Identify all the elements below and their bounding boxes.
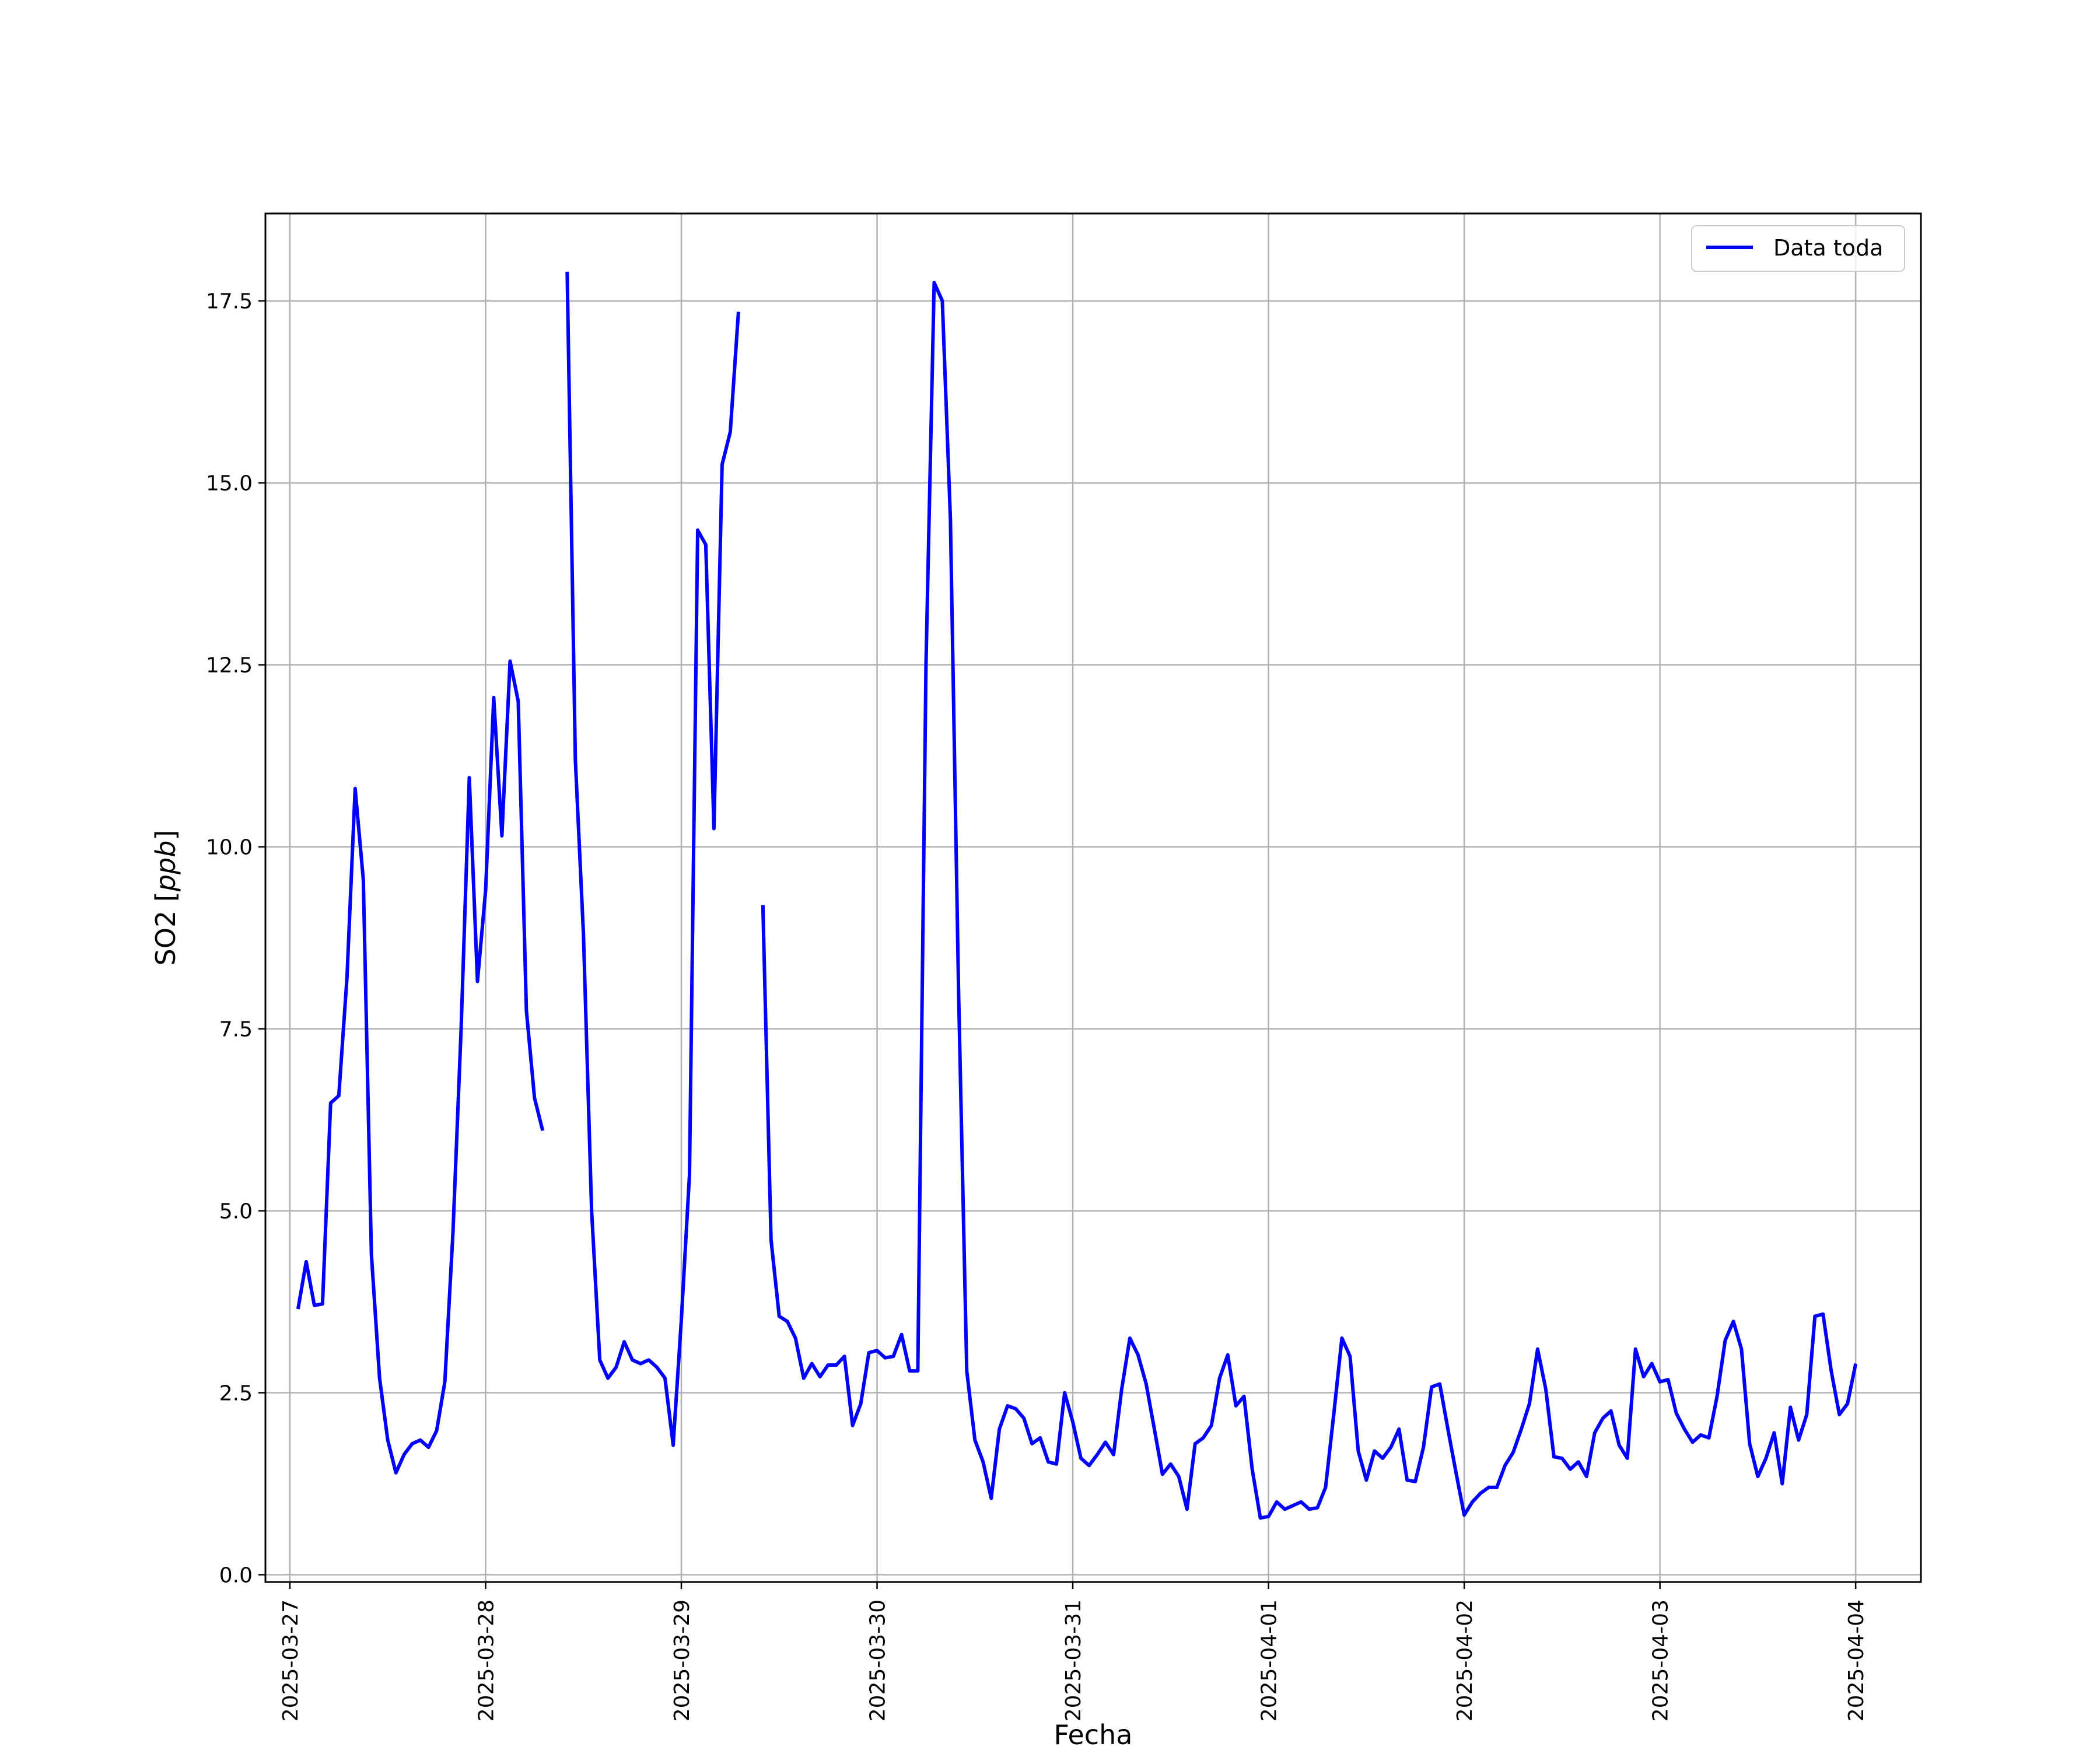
y-tick-label: 17.5: [206, 290, 253, 314]
x-axis-label: Fecha: [1054, 1719, 1133, 1750]
y-axis-label-suffix: ]: [150, 830, 181, 841]
y-tick-label: 7.5: [219, 1018, 253, 1042]
y-tick-label: 2.5: [219, 1382, 253, 1406]
y-axis-label: SO2 [ppb]: [150, 830, 181, 966]
grid: [265, 214, 1921, 1582]
y-axis-label-prefix: SO2 [: [150, 891, 181, 965]
series-line-segment: [761, 281, 1858, 1520]
y-tick-label: 5.0: [219, 1200, 253, 1224]
x-tick-label: 2025-04-04: [1845, 1600, 1868, 1721]
x-tick-label: 2025-03-30: [866, 1600, 890, 1721]
y-axis-label-unit: ppb: [150, 841, 181, 892]
axes-frame: [264, 212, 1922, 1583]
x-tick-label: 2025-03-27: [279, 1600, 303, 1721]
series-line-segment: [296, 659, 545, 1475]
x-axis-ticks: 2025-03-27 2025-03-28 2025-03-29 2025-03-30…: [279, 1582, 1868, 1721]
y-tick-label: 12.5: [206, 654, 253, 678]
x-tick-label: 2025-04-02: [1453, 1600, 1477, 1721]
x-tick-label: 2025-04-01: [1258, 1600, 1282, 1721]
x-tick-label: 2025-03-31: [1062, 1600, 1086, 1721]
series-line-segment: [565, 271, 740, 1447]
y-tick-label: 15.0: [206, 472, 253, 496]
x-tick-label: 2025-04-03: [1649, 1600, 1673, 1721]
y-tick-label: 0.0: [219, 1564, 253, 1588]
legend-label-data-toda: Data toda: [1773, 235, 1883, 261]
y-axis-ticks: 0.0 2.5 5.0 7.5 10.0 12.5 15.0 17.5: [206, 290, 265, 1588]
legend: Data toda: [1691, 225, 1905, 272]
x-tick-label: 2025-03-29: [670, 1600, 694, 1721]
series-data-toda: [296, 271, 1858, 1520]
y-tick-label: 10.0: [206, 836, 253, 860]
x-tick-label: 2025-03-28: [474, 1600, 498, 1721]
legend-box: [1691, 225, 1905, 272]
